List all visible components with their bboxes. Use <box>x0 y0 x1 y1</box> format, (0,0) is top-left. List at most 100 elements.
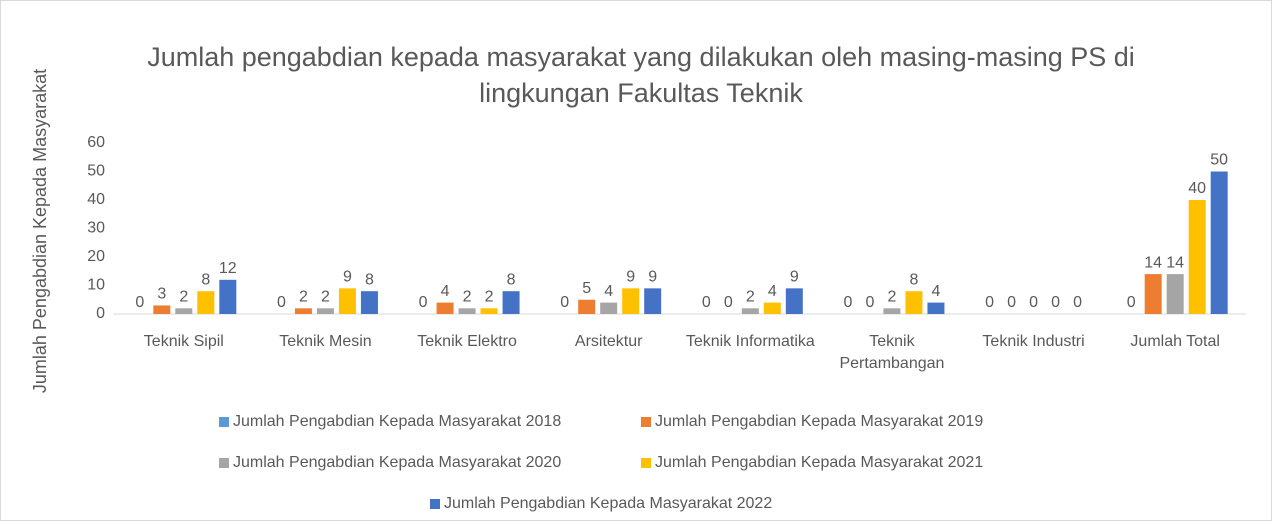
data-label: 0 <box>843 294 852 311</box>
data-label: 9 <box>648 269 657 286</box>
legend-item: Jumlah Pengabdian Kepada Masyarakat 2021 <box>641 442 1063 483</box>
legend-item: Jumlah Pengabdian Kepada Masyarakat 2022 <box>430 483 852 524</box>
legend-item: Jumlah Pengabdian Kepada Masyarakat 2019 <box>641 401 1063 442</box>
data-label: 0 <box>1073 294 1082 311</box>
legend-label: Jumlah Pengabdian Kepada Masyarakat 2019 <box>655 412 984 430</box>
data-label: 4 <box>604 283 613 300</box>
x-tick-label: Teknik Elektro <box>417 333 517 350</box>
data-label: 14 <box>1144 254 1162 271</box>
bar <box>1210 171 1228 314</box>
data-label: 0 <box>1051 294 1060 311</box>
bar <box>294 308 312 314</box>
y-tick-label: 60 <box>87 134 105 151</box>
y-tick-label: 20 <box>87 248 105 265</box>
data-label: 2 <box>485 289 494 306</box>
bar <box>883 308 901 314</box>
bar <box>436 302 454 314</box>
data-label: 2 <box>463 289 472 306</box>
data-label: 2 <box>887 289 896 306</box>
bar <box>763 302 781 314</box>
y-axis-label: Jumlah Pengabdian Kepada Masyarakat <box>30 69 50 393</box>
legend-item: Jumlah Pengabdian Kepada Masyarakat 2020 <box>219 442 641 483</box>
data-label: 4 <box>931 283 940 300</box>
legend-label: Jumlah Pengabdian Kepada Masyarakat 2018 <box>233 412 562 430</box>
data-label: 0 <box>277 294 286 311</box>
x-tick-label: Teknik Sipil <box>143 333 224 350</box>
legend-label: Jumlah Pengabdian Kepada Masyarakat 2022 <box>444 494 773 512</box>
bar <box>644 288 662 314</box>
legend-swatch <box>641 416 651 427</box>
data-label: 2 <box>299 289 308 306</box>
data-label: 50 <box>1210 152 1228 169</box>
y-tick-label: 40 <box>87 191 105 208</box>
bar <box>480 308 498 314</box>
data-label: 0 <box>135 294 144 311</box>
legend-label: Jumlah Pengabdian Kepada Masyarakat 2021 <box>655 453 984 471</box>
y-tick-label: 50 <box>87 163 105 180</box>
bar <box>1166 274 1184 314</box>
bar <box>175 308 193 314</box>
data-label: 9 <box>790 269 799 286</box>
legend-swatch <box>641 457 651 468</box>
data-label: 0 <box>724 294 733 311</box>
bar <box>360 291 378 314</box>
y-tick-label: 10 <box>87 277 105 294</box>
data-label: 8 <box>365 271 374 288</box>
bar <box>905 291 923 314</box>
data-label: 4 <box>768 283 777 300</box>
data-label: 0 <box>1007 294 1016 311</box>
bar <box>1188 200 1206 314</box>
data-label: 8 <box>201 271 210 288</box>
legend: Jumlah Pengabdian Kepada Masyarakat 2018… <box>206 401 1076 524</box>
data-label: 2 <box>179 289 188 306</box>
data-label: 40 <box>1188 180 1206 197</box>
bar <box>338 288 356 314</box>
bar <box>219 279 237 314</box>
data-label: 9 <box>343 269 352 286</box>
bar <box>927 302 945 314</box>
bar <box>316 308 334 314</box>
bar <box>1144 274 1162 314</box>
data-label: 5 <box>582 280 591 297</box>
data-label: 0 <box>702 294 711 311</box>
legend-item: Jumlah Pengabdian Kepada Masyarakat 2018 <box>219 401 641 442</box>
bar <box>785 288 803 314</box>
data-label: 2 <box>746 289 755 306</box>
data-label: 0 <box>1127 294 1136 311</box>
data-label: 14 <box>1166 254 1184 271</box>
legend-label: Jumlah Pengabdian Kepada Masyarakat 2020 <box>233 453 562 471</box>
data-label: 12 <box>219 260 237 277</box>
x-tick-label: Arsitektur <box>574 333 643 350</box>
y-tick-label: 0 <box>96 305 105 322</box>
data-label: 0 <box>985 294 994 311</box>
data-label: 4 <box>441 283 450 300</box>
x-tick-label: Teknik Mesin <box>279 333 372 350</box>
data-label: 8 <box>909 271 918 288</box>
x-tick-label: Jumlah Total <box>1130 333 1220 350</box>
x-tick-label: Teknik Informatika <box>685 333 815 350</box>
bar <box>458 308 476 314</box>
data-label: 0 <box>560 294 569 311</box>
data-label: 0 <box>419 294 428 311</box>
bar <box>502 291 520 314</box>
x-tick-label: Teknik Industri <box>982 333 1085 350</box>
data-label: 3 <box>157 286 166 303</box>
x-tick-label: Teknik Pertambangan <box>839 333 945 372</box>
data-label: 8 <box>507 271 516 288</box>
bar <box>741 308 759 314</box>
legend-swatch <box>219 416 229 427</box>
data-label: 0 <box>1029 294 1038 311</box>
chart-title: Jumlah pengabdian kepada masyarakat yang… <box>147 42 1135 108</box>
data-label: 0 <box>865 294 874 311</box>
bar <box>197 291 215 314</box>
bar <box>578 299 596 314</box>
bar <box>153 305 171 314</box>
legend-swatch <box>219 457 229 468</box>
data-label: 2 <box>321 289 330 306</box>
data-label: 9 <box>626 269 635 286</box>
y-tick-label: 30 <box>87 220 105 237</box>
bar <box>600 302 618 314</box>
bar <box>622 288 640 314</box>
